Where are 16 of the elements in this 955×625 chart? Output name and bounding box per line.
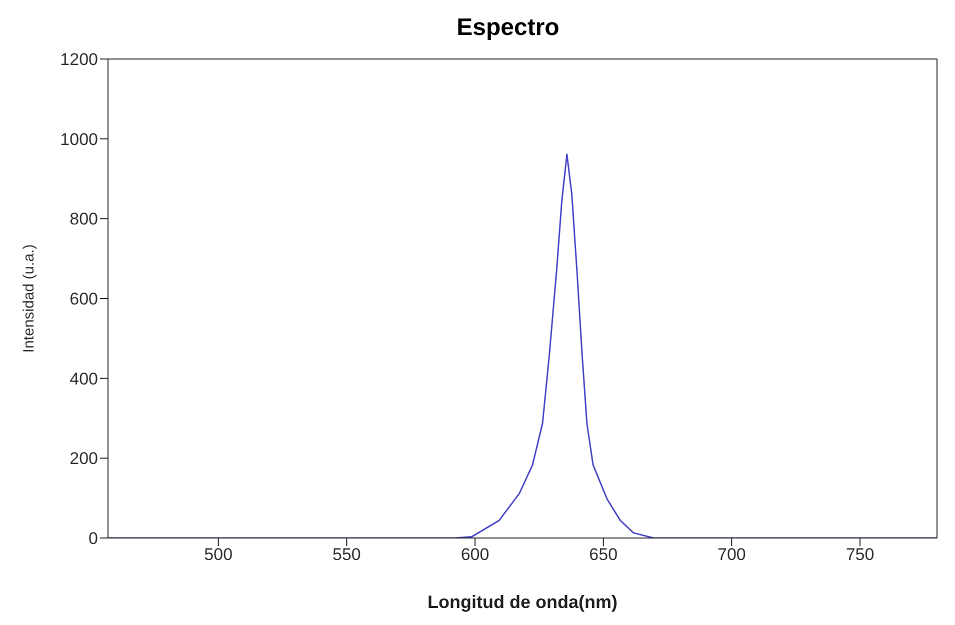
x-tick-label: 750 [846, 545, 874, 564]
x-tick-label: 550 [332, 545, 361, 564]
y-tick-label: 200 [70, 449, 98, 468]
y-tick-label: 1000 [60, 130, 98, 149]
y-tick-label: 600 [70, 290, 98, 309]
x-tick-label: 700 [717, 545, 746, 564]
y-tick-label: 0 [88, 529, 98, 548]
y-tick-label: 800 [70, 210, 98, 229]
y-tick-label: 400 [70, 369, 98, 388]
x-axis-title: Longitud de onda(nm) [428, 592, 618, 612]
x-tick-label: 650 [589, 545, 618, 564]
y-tick-label: 1200 [60, 50, 98, 70]
x-tick-label: 600 [460, 545, 490, 564]
chart-title: Espectro [456, 13, 560, 43]
x-tick-label: 500 [204, 545, 233, 564]
y-axis-title: Intensidad (u.a.) [20, 244, 38, 353]
